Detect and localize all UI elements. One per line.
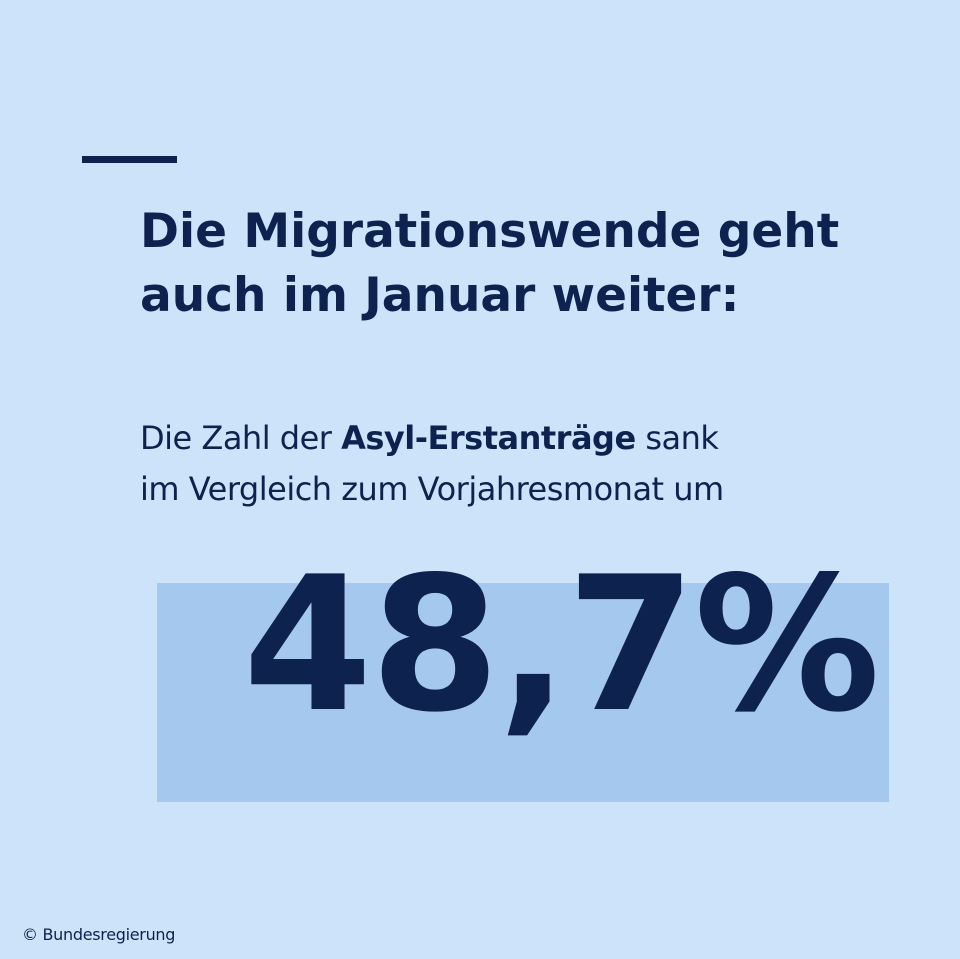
body-line-1-prefix: Die Zahl der bbox=[140, 419, 342, 457]
body-highlight-term: Asyl-Erstanträge bbox=[341, 419, 636, 457]
body-text: Die Zahl der Asyl-Erstanträge sank im Ve… bbox=[140, 413, 920, 515]
body-line-1-suffix: sank bbox=[635, 419, 719, 457]
accent-bar bbox=[82, 156, 177, 163]
body-line-2: im Vergleich zum Vorjahresmonat um bbox=[140, 470, 724, 508]
body-line-1: Die Zahl der Asyl-Erstanträge sank bbox=[140, 413, 920, 464]
headline-line-1: Die Migrationswende geht bbox=[140, 204, 840, 259]
statistic-highlight-box bbox=[157, 583, 889, 802]
copyright-notice: © Bundesregierung bbox=[22, 925, 176, 944]
headline-line-2: auch im Januar weiter: bbox=[140, 268, 740, 323]
statistic-value: 48,7% bbox=[243, 536, 880, 753]
headline: Die Migrationswende geht auch im Januar … bbox=[140, 200, 920, 328]
